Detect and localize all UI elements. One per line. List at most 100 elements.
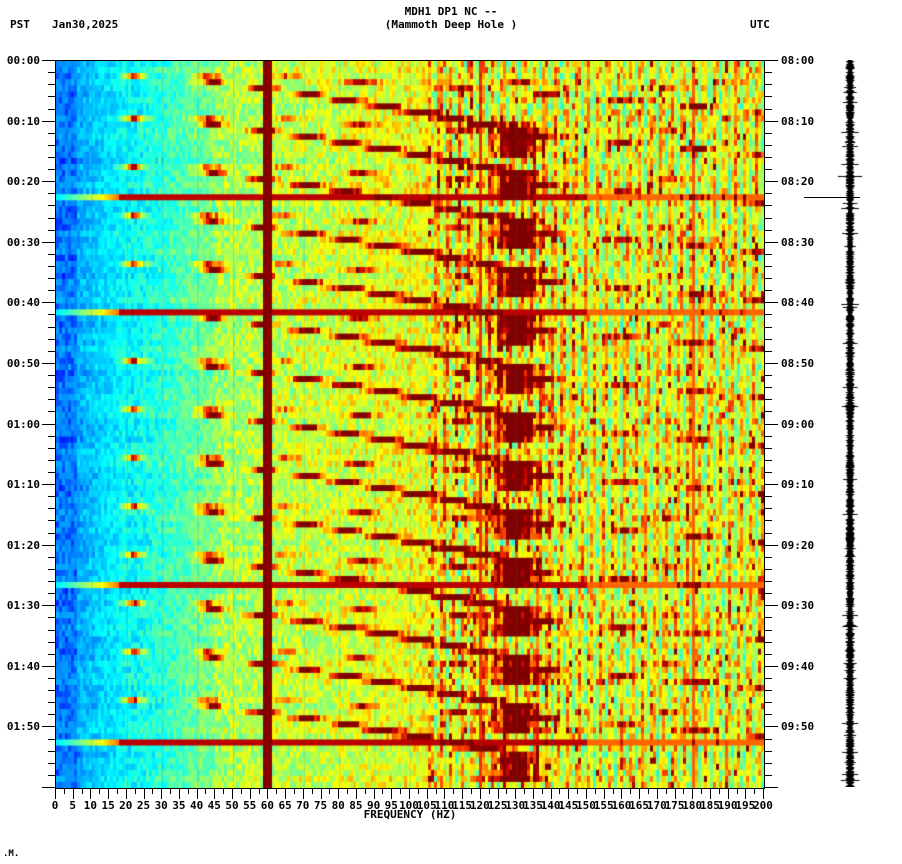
frequency-tick-label: 20 bbox=[119, 799, 133, 812]
minor-time-tick-pst bbox=[48, 653, 56, 655]
minor-frequency-tick bbox=[240, 788, 242, 794]
major-frequency-tick bbox=[621, 788, 623, 799]
frequency-tick-label: 30 bbox=[154, 799, 168, 812]
minor-time-tick-pst bbox=[48, 387, 56, 389]
frequency-tick-label: 165 bbox=[629, 799, 650, 812]
trace-event-marker bbox=[804, 197, 860, 198]
frequency-tick-label: 170 bbox=[646, 799, 667, 812]
minor-time-tick-pst bbox=[48, 411, 56, 413]
frequency-tick-label: 180 bbox=[682, 799, 703, 812]
minor-time-tick-pst bbox=[48, 96, 56, 98]
major-time-tick-pst bbox=[42, 181, 56, 183]
minor-time-tick-pst bbox=[48, 459, 56, 461]
minor-frequency-tick bbox=[99, 788, 101, 794]
major-frequency-tick bbox=[409, 788, 410, 799]
date-label: Jan30,2025 bbox=[52, 18, 119, 31]
minor-time-tick-pst bbox=[48, 314, 56, 316]
minor-time-tick-utc bbox=[764, 72, 772, 74]
major-frequency-tick bbox=[178, 788, 180, 799]
minor-time-tick-pst bbox=[48, 593, 56, 595]
major-time-tick-utc bbox=[764, 605, 778, 607]
minor-time-tick-utc bbox=[764, 750, 772, 752]
minor-frequency-tick bbox=[541, 788, 543, 794]
timezone-label-right: UTC bbox=[750, 18, 770, 31]
minor-frequency-tick bbox=[435, 788, 437, 794]
minor-frequency-tick bbox=[258, 788, 260, 794]
minor-time-tick-utc bbox=[764, 581, 772, 582]
time-tick-label-utc: 09:50 bbox=[781, 720, 815, 734]
minor-frequency-tick bbox=[736, 788, 738, 794]
major-frequency-tick bbox=[249, 788, 251, 799]
frequency-tick-label: 95 bbox=[384, 799, 398, 812]
major-frequency-tick bbox=[196, 788, 198, 799]
minor-time-tick-pst bbox=[48, 217, 56, 219]
major-frequency-tick bbox=[692, 788, 694, 799]
minor-time-tick-utc bbox=[764, 677, 772, 679]
minor-time-tick-pst bbox=[48, 84, 56, 86]
major-time-tick-utc bbox=[764, 665, 778, 667]
minor-frequency-tick bbox=[417, 788, 419, 794]
minor-time-tick-pst bbox=[48, 205, 56, 207]
frequency-tick-label: 110 bbox=[434, 799, 455, 812]
minor-time-tick-utc bbox=[764, 702, 772, 704]
time-tick-label-pst: 00:00 bbox=[6, 54, 40, 67]
major-frequency-tick bbox=[763, 788, 764, 799]
time-tick-label-utc: 09:40 bbox=[781, 659, 815, 673]
major-frequency-tick bbox=[603, 788, 605, 799]
minor-time-tick-pst bbox=[48, 702, 56, 704]
minor-time-tick-utc bbox=[764, 532, 772, 534]
time-tick-label-utc: 08:30 bbox=[781, 235, 815, 249]
minor-time-tick-pst bbox=[48, 472, 56, 473]
frequency-tick-label: 35 bbox=[172, 799, 186, 812]
spectrogram-plot-area[interactable] bbox=[55, 60, 765, 789]
frequency-tick-label: 115 bbox=[452, 799, 473, 812]
minor-time-tick-utc bbox=[764, 568, 772, 570]
frequency-tick-label: 90 bbox=[366, 799, 381, 812]
time-tick-label-utc: 08:10 bbox=[781, 114, 815, 128]
minor-time-tick-pst bbox=[48, 290, 56, 292]
frequency-tick-label: 85 bbox=[349, 799, 363, 812]
time-tick-label-utc: 08:50 bbox=[781, 356, 815, 370]
minor-time-tick-utc bbox=[764, 278, 772, 280]
major-frequency-tick bbox=[108, 788, 110, 799]
time-tick-label-pst: 01:00 bbox=[6, 417, 40, 431]
minor-time-tick-pst bbox=[48, 774, 56, 776]
minor-time-tick-pst bbox=[48, 520, 56, 522]
time-tick-label-utc: 09:00 bbox=[781, 417, 815, 431]
frequency-tick-label: 160 bbox=[611, 799, 632, 812]
minor-time-tick-utc bbox=[764, 290, 772, 292]
frequency-tick-label: 50 bbox=[225, 799, 239, 812]
major-time-tick-utc bbox=[764, 787, 778, 788]
minor-time-tick-pst bbox=[48, 253, 56, 255]
minor-frequency-tick bbox=[382, 788, 384, 794]
station-title: MDH1 DP1 NC -- bbox=[404, 5, 498, 18]
minor-time-tick-utc bbox=[764, 653, 772, 655]
time-tick-label-pst: 00:50 bbox=[6, 356, 40, 370]
major-frequency-tick bbox=[586, 788, 587, 799]
minor-time-tick-utc bbox=[764, 193, 772, 195]
minor-time-tick-pst bbox=[48, 532, 56, 534]
minor-time-tick-utc bbox=[764, 144, 772, 146]
major-frequency-tick bbox=[72, 788, 74, 799]
minor-time-tick-utc bbox=[764, 508, 772, 510]
frequency-tick-label: 15 bbox=[101, 799, 115, 812]
minor-time-tick-utc bbox=[764, 132, 772, 134]
station-subtitle: (Mammoth Deep Hole ) bbox=[384, 18, 518, 31]
minor-frequency-tick bbox=[701, 788, 702, 794]
frequency-tick-label: 120 bbox=[469, 799, 490, 812]
major-frequency-tick bbox=[143, 788, 145, 799]
minor-time-tick-utc bbox=[764, 399, 772, 401]
time-axis-pst: 00:00 00:10 00:20 00:30 00:40 00:50 01:00 01:10… bbox=[0, 54, 56, 789]
minor-time-tick-pst bbox=[48, 629, 56, 631]
major-time-tick-utc bbox=[764, 362, 778, 364]
major-frequency-tick bbox=[338, 788, 340, 799]
time-tick-label-utc: 08:00 bbox=[781, 54, 815, 67]
minor-time-tick-utc bbox=[764, 556, 772, 558]
minor-time-tick-pst bbox=[48, 338, 56, 340]
minor-frequency-tick bbox=[116, 788, 118, 794]
frequency-tick-label: 75 bbox=[313, 799, 328, 812]
minor-frequency-tick bbox=[223, 788, 225, 794]
major-frequency-tick bbox=[656, 788, 658, 799]
minor-frequency-tick bbox=[683, 788, 685, 794]
minor-time-tick-pst bbox=[48, 714, 56, 716]
